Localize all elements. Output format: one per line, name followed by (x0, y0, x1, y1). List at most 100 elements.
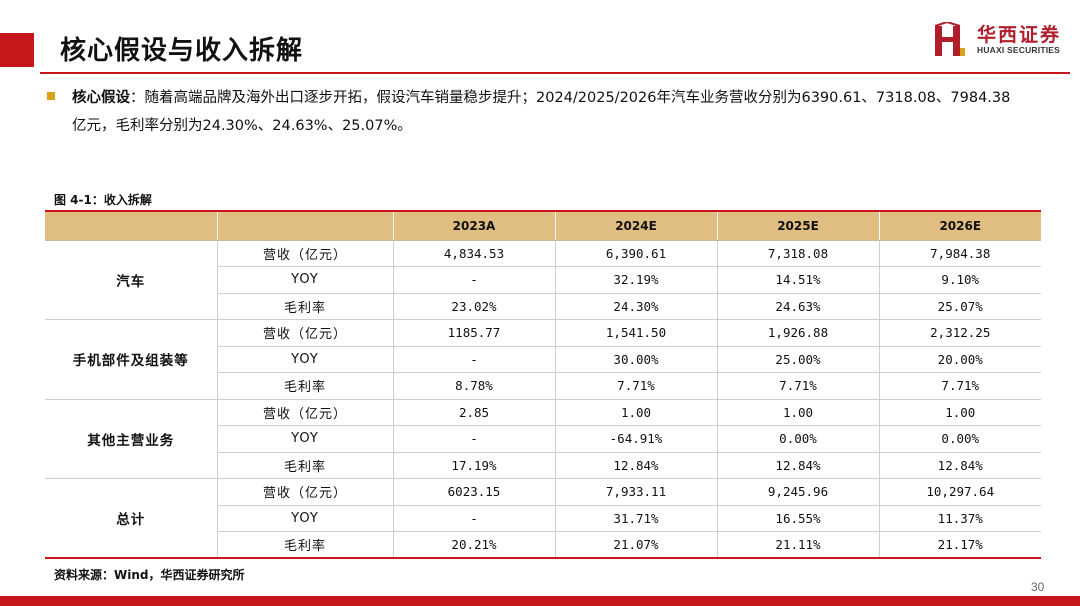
table-cell: 21.07% (555, 531, 718, 559)
core-assumption-paragraph: 核心假设：随着高端品牌及海外出口逐步开拓，假设汽车销量稳步提升；2024/202… (72, 84, 1042, 140)
table-cell: 6,390.61 (555, 240, 718, 267)
revenue-breakdown-table: 2023A 2024E 2025E 2026E 汽车 营收（亿元） 4,834.… (45, 210, 1041, 559)
table-cell: 7.71% (879, 372, 1041, 400)
table-row: YOY - 32.19% 14.51% 9.10% (45, 266, 1041, 294)
table-cell: 30.00% (555, 346, 718, 373)
table-cell: 7.71% (717, 372, 880, 400)
table-row: 其他主营业务 营收（亿元） 2.85 1.00 1.00 1.00 (45, 399, 1041, 479)
table-row: YOY - 31.71% 16.55% 11.37% (45, 505, 1041, 532)
table-cell: 0.00% (879, 425, 1041, 453)
table-cell: 2,312.25 (879, 319, 1041, 347)
table-cell: 16.55% (717, 505, 880, 532)
table-cell: 7.71% (555, 372, 718, 400)
table-cell: 1,541.50 (555, 319, 718, 347)
metric-label: 毛利率 (217, 452, 394, 479)
bullet-square-icon (47, 92, 55, 100)
metric-label: 毛利率 (217, 372, 394, 400)
table-cell: 1.00 (717, 399, 880, 426)
table-cell: 24.63% (717, 293, 880, 320)
core-assumption-text-line2: 亿元，毛利率分别为24.30%、24.63%、25.07%。 (72, 118, 412, 134)
table-cell: 25.00% (717, 346, 880, 373)
footer-bar (0, 596, 1080, 606)
table-cell: 25.07% (879, 293, 1041, 320)
column-header-2025e: 2025E (717, 210, 880, 241)
table-cell: 0.00% (717, 425, 880, 453)
metric-label: 营收（亿元） (217, 240, 394, 267)
logo-english-name: HUAXI SECURITIES (977, 45, 1061, 55)
table-cell: 1.00 (879, 399, 1041, 426)
core-assumption-label: 核心假设 (72, 90, 130, 106)
table-row: YOY - 30.00% 25.00% 20.00% (45, 346, 1041, 373)
table-row: 毛利率 20.21% 21.07% 21.11% 21.17% (45, 531, 1041, 559)
table-cell: - (393, 266, 556, 294)
table-row: 总计 营收（亿元） 6023.15 7,933.11 9,245.96 10,2… (45, 478, 1041, 559)
table-cell: 24.30% (555, 293, 718, 320)
table-row: 毛利率 23.02% 24.30% 24.63% 25.07% (45, 293, 1041, 320)
metric-label: 营收（亿元） (217, 319, 394, 347)
table-cell: 21.17% (879, 531, 1041, 559)
table-cell: 9,245.96 (717, 478, 880, 506)
table-cell: 20.21% (393, 531, 556, 559)
data-source-note: 资料来源：Wind，华西证券研究所 (54, 568, 245, 582)
column-header-2026e: 2026E (879, 210, 1041, 241)
table-cell: 7,984.38 (879, 240, 1041, 267)
table-cell: 31.71% (555, 505, 718, 532)
table-cell: 7,933.11 (555, 478, 718, 506)
table-cell: -64.91% (555, 425, 718, 453)
table-cell: 6023.15 (393, 478, 556, 506)
page-number: 30 (1031, 580, 1045, 594)
column-header-2023a: 2023A (393, 210, 556, 241)
metric-label: 营收（亿元） (217, 399, 394, 426)
huaxi-logo-icon (935, 22, 965, 56)
table-cell: 7,318.08 (717, 240, 880, 267)
table-row: 手机部件及组装等 营收（亿元） 1185.77 1,541.50 1,926.8… (45, 319, 1041, 400)
core-assumption-text-line1: ：随着高端品牌及海外出口逐步开拓，假设汽车销量稳步提升；2024/2025/20… (130, 90, 1011, 106)
table-row: 毛利率 17.19% 12.84% 12.84% 12.84% (45, 452, 1041, 479)
brand-logo: 华西证券 HUAXI SECURITIES (935, 20, 1070, 60)
metric-label: YOY (217, 266, 394, 294)
table-cell: 12.84% (879, 452, 1041, 479)
metric-label: YOY (217, 425, 394, 453)
table-cell: 17.19% (393, 452, 556, 479)
segment-total: 总计 (45, 478, 218, 559)
table-cell: 32.19% (555, 266, 718, 294)
metric-label: 毛利率 (217, 293, 394, 320)
table-header-row: 2023A 2024E 2025E 2026E (45, 210, 1041, 241)
metric-label: YOY (217, 505, 394, 532)
table-cell: 21.11% (717, 531, 880, 559)
header-blank-segment (45, 210, 218, 241)
table-cell: 12.84% (717, 452, 880, 479)
table-cell: 23.02% (393, 293, 556, 320)
metric-label: 营收（亿元） (217, 478, 394, 506)
table-cell: 11.37% (879, 505, 1041, 532)
table-row: YOY - -64.91% 0.00% 0.00% (45, 425, 1041, 453)
page-title: 核心假设与收入拆解 (60, 36, 304, 66)
table-cell: 20.00% (879, 346, 1041, 373)
figure-caption: 图 4-1：收入拆解 (54, 193, 152, 207)
title-accent-bar (0, 33, 34, 67)
metric-label: 毛利率 (217, 531, 394, 559)
segment-auto: 汽车 (45, 240, 218, 320)
table-cell: 1.00 (555, 399, 718, 426)
table-cell: 9.10% (879, 266, 1041, 294)
segment-other: 其他主营业务 (45, 399, 218, 479)
table-cell: - (393, 346, 556, 373)
metric-label: YOY (217, 346, 394, 373)
table-cell: 10,297.64 (879, 478, 1041, 506)
table-cell: 1185.77 (393, 319, 556, 347)
table-row: 毛利率 8.78% 7.71% 7.71% 7.71% (45, 372, 1041, 400)
table-cell: 14.51% (717, 266, 880, 294)
logo-chinese-name: 华西证券 (977, 24, 1062, 46)
table-cell: 1,926.88 (717, 319, 880, 347)
column-header-2024e: 2024E (555, 210, 718, 241)
segment-handset: 手机部件及组装等 (45, 319, 218, 400)
table-cell: 2.85 (393, 399, 556, 426)
table-cell: - (393, 505, 556, 532)
title-divider (40, 72, 1070, 74)
table-cell: 8.78% (393, 372, 556, 400)
header-blank-metric (217, 210, 394, 241)
table-cell: - (393, 425, 556, 453)
table-cell: 4,834.53 (393, 240, 556, 267)
table-row: 汽车 营收（亿元） 4,834.53 6,390.61 7,318.08 7,9… (45, 240, 1041, 320)
table-cell: 12.84% (555, 452, 718, 479)
